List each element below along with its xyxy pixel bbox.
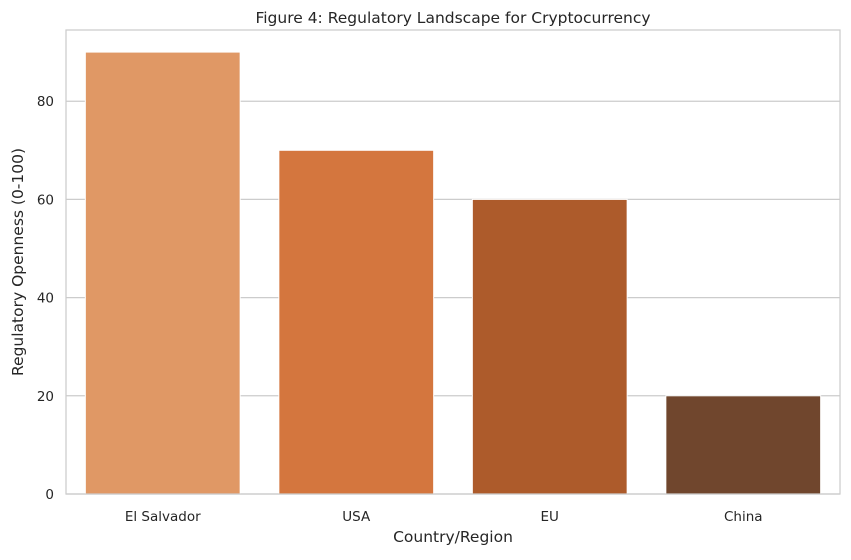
bar-usa xyxy=(278,149,435,495)
y-tick-label: 40 xyxy=(37,291,54,307)
x-tick-labels: El Salvador USA EU China xyxy=(125,509,763,525)
x-tick-label: El Salvador xyxy=(125,509,201,525)
y-tick-label: 80 xyxy=(37,94,54,110)
bar-eu xyxy=(471,198,628,495)
bar-el-salvador xyxy=(84,51,241,495)
y-tick-label: 20 xyxy=(37,389,54,405)
x-tick-label: EU xyxy=(541,509,559,525)
y-tick-labels: 0 20 40 60 80 xyxy=(37,94,54,503)
bars xyxy=(84,51,822,495)
x-axis-label: Country/Region xyxy=(393,528,513,546)
plot-area-frame xyxy=(65,29,841,495)
x-tick-label: USA xyxy=(342,509,371,525)
bar-china xyxy=(665,395,822,495)
y-tick-label: 0 xyxy=(45,487,54,503)
x-tick-label: China xyxy=(724,509,763,525)
chart-title: Figure 4: Regulatory Landscape for Crypt… xyxy=(255,9,650,27)
y-axis-label: Regulatory Openness (0-100) xyxy=(9,148,27,376)
y-tick-label: 60 xyxy=(37,192,54,208)
